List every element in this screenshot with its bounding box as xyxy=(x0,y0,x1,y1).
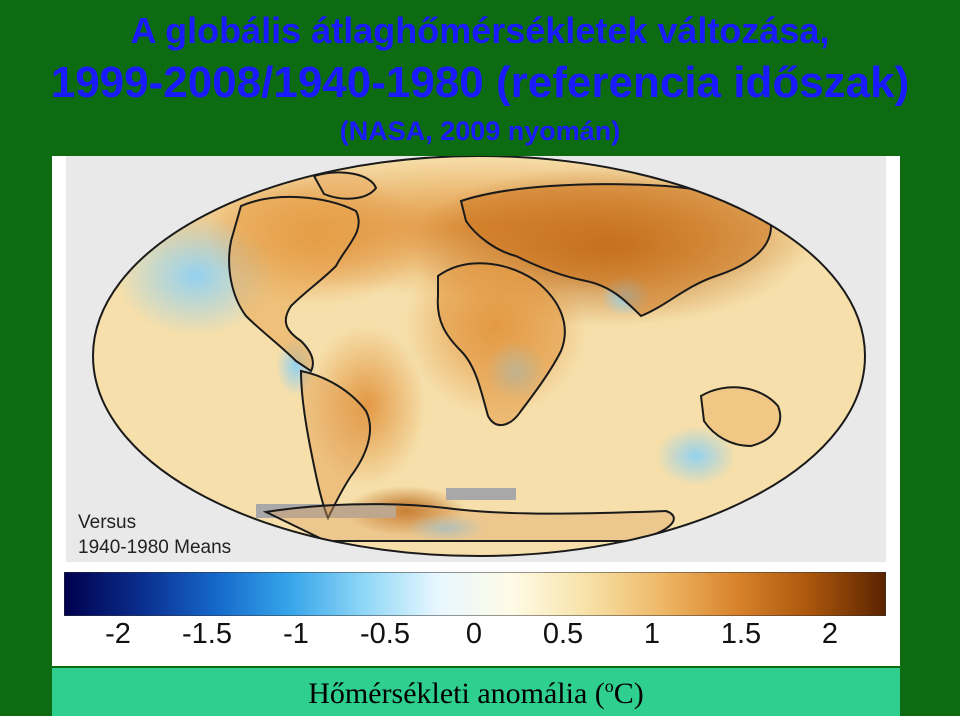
versus-line-2: 1940-1980 Means xyxy=(78,537,232,558)
colorbar-ticks: -2 -1.5 -1 -0.5 0 0.5 1 1.5 2 xyxy=(0,618,960,658)
world-map xyxy=(66,155,886,562)
colorbar-tick-label: -1.5 xyxy=(182,618,232,650)
no-data-region xyxy=(446,488,516,500)
footer-axis-label: Hőmérsékleti anomália (oC) xyxy=(52,676,900,711)
colorbar-tick-label: -2 xyxy=(105,618,131,650)
colorbar-tick-label: -1 xyxy=(283,618,309,650)
colorbar-tick-label: 1 xyxy=(643,618,661,650)
map-border xyxy=(92,155,866,557)
footer-bar: Hőmérsékleti anomália (oC) xyxy=(52,666,900,716)
coastlines xyxy=(228,171,781,542)
versus-label: Versus 1940-1980 Means xyxy=(78,510,231,560)
colorbar-tick-label: 0.5 xyxy=(542,618,584,650)
colorbar-tick-label: 1.5 xyxy=(720,618,762,650)
colorbar-tick-label: -0.5 xyxy=(360,618,410,650)
axis-label-unit: C) xyxy=(613,677,644,710)
title-line-2: 1999-2008/1940-1980 (referencia időszak) xyxy=(50,58,910,107)
colorbar-gradient xyxy=(63,571,887,617)
versus-line-1: Versus xyxy=(78,512,137,533)
title-source: (NASA, 2009 nyomán) xyxy=(339,116,621,146)
axis-label-text: Hőmérsékleti anomália ( xyxy=(308,677,605,710)
title-line-1: A globális átlaghőmérsékletek változása, xyxy=(130,10,830,51)
colorbar-tick-label: 2 xyxy=(821,618,839,650)
axis-label-degree: o xyxy=(604,676,614,696)
colorbar xyxy=(63,571,887,617)
temperature-anomaly-map xyxy=(92,155,866,557)
colorbar-tick-label: 0 xyxy=(465,618,483,650)
